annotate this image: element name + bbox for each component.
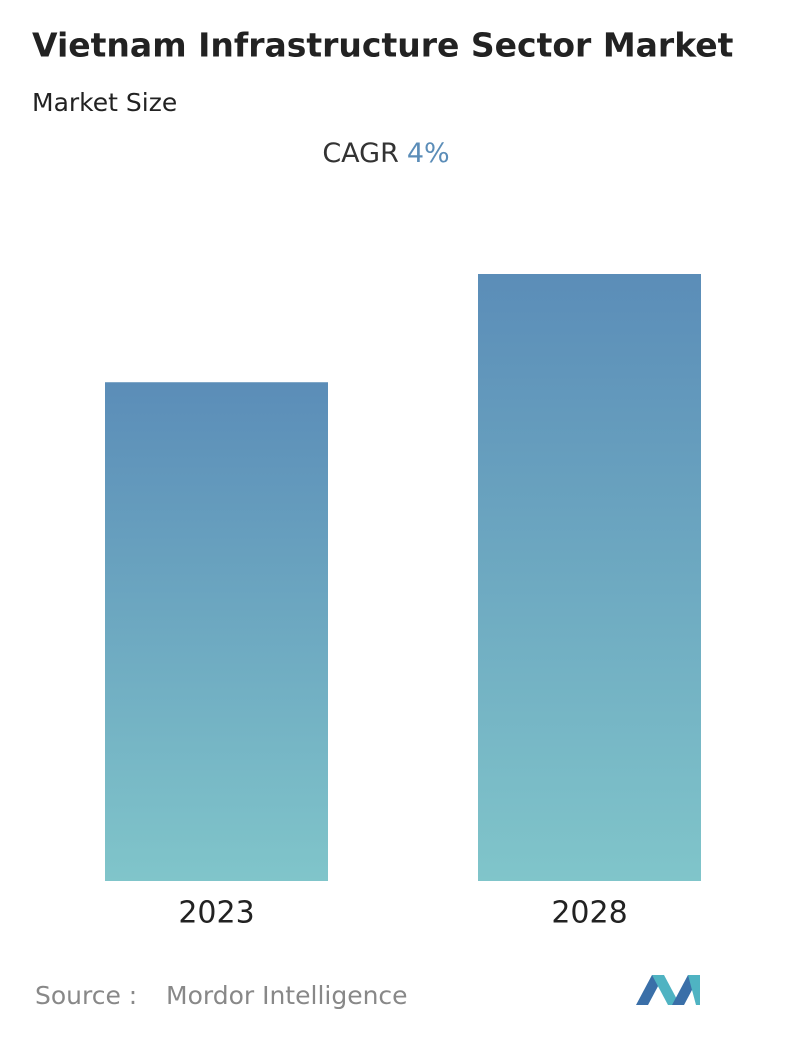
- chart-subtitle: Market Size: [32, 88, 177, 117]
- cagr-label: CAGR: [322, 138, 399, 169]
- bar: [478, 274, 701, 881]
- x-tick-label: 2023: [178, 896, 254, 931]
- x-tick-label: 2028: [551, 896, 627, 931]
- cagr: CAGR 4%: [322, 138, 449, 169]
- bar: [105, 382, 328, 881]
- cagr-value: 4%: [407, 138, 450, 169]
- source-label: Source :: [35, 981, 137, 1010]
- source: Mordor Intelligence: [166, 981, 408, 1010]
- chart-title: Vietnam Infrastructure Sector Market: [32, 26, 734, 65]
- logo: [636, 975, 700, 1005]
